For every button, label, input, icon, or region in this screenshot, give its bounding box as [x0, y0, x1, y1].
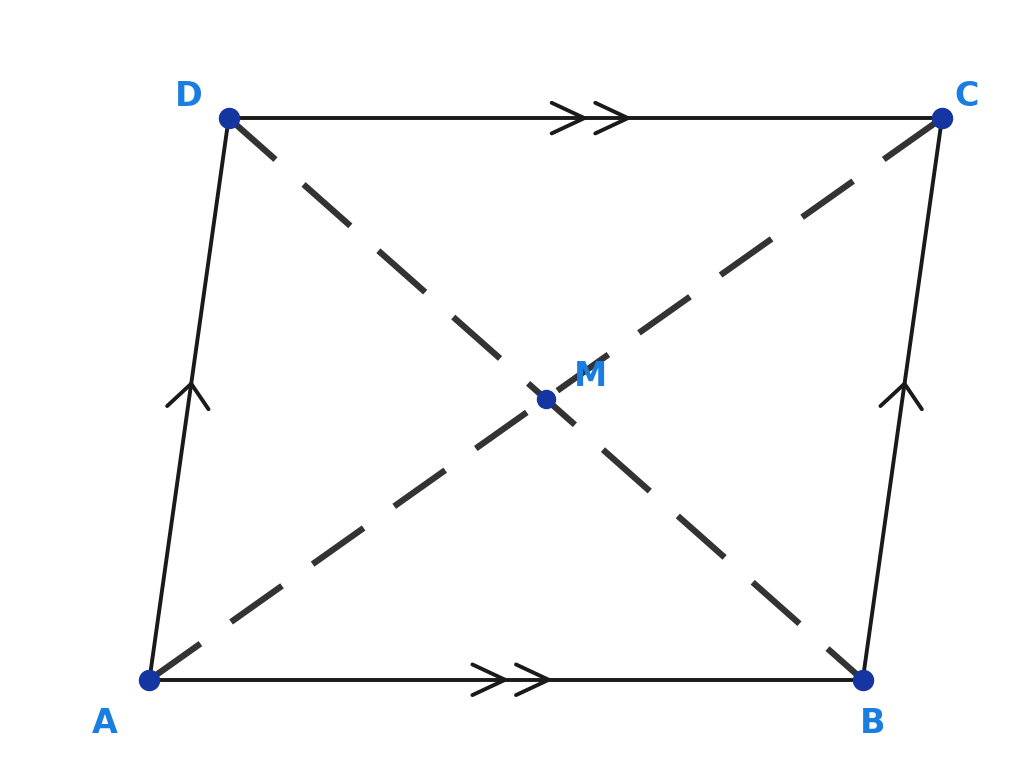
Text: D: D [175, 80, 203, 113]
Text: M: M [574, 360, 607, 393]
Text: C: C [955, 80, 979, 113]
Point [141, 674, 158, 686]
Point [221, 112, 237, 124]
Text: B: B [860, 707, 885, 740]
Point [934, 112, 950, 124]
Point [854, 674, 871, 686]
Point [538, 393, 554, 405]
Text: A: A [92, 707, 118, 740]
